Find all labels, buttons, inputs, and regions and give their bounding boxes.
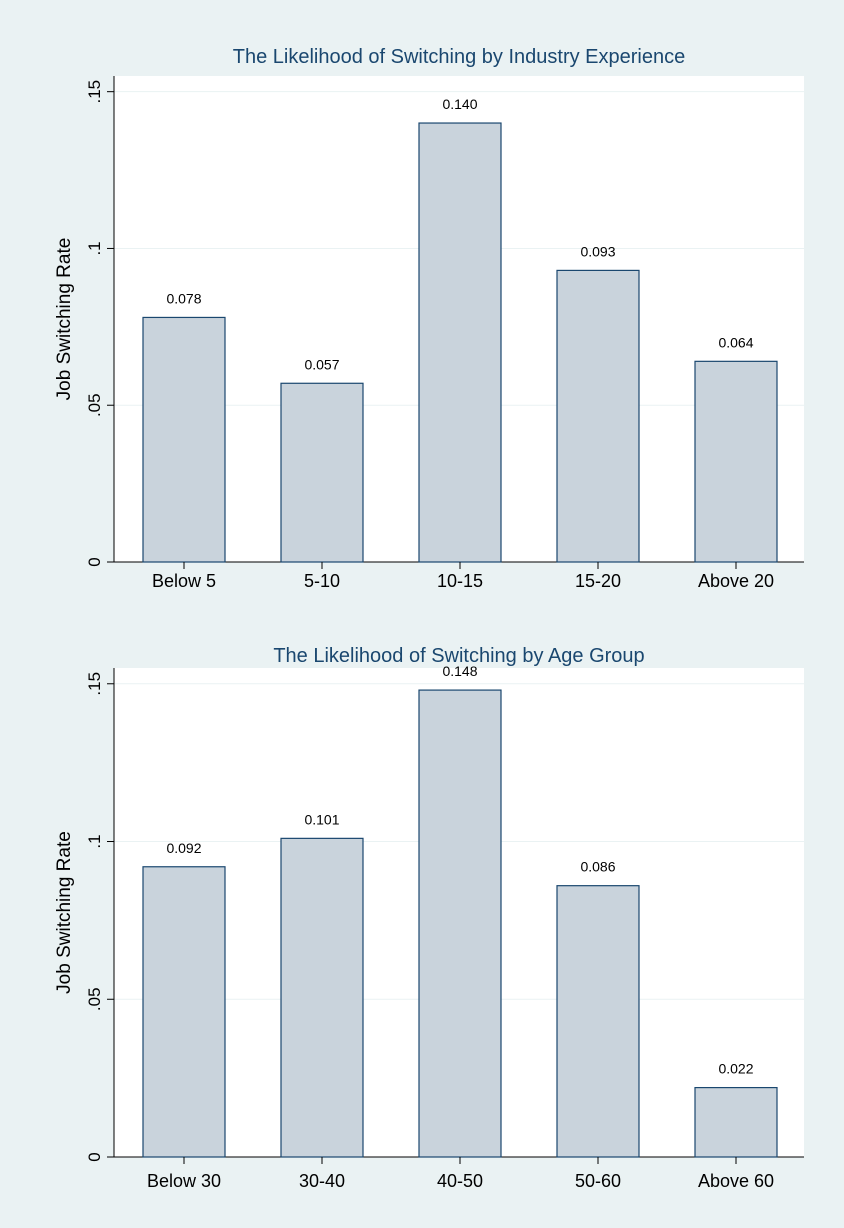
chart-title: The Likelihood of Switching by Age Group [273, 645, 644, 667]
x-category-label: 5-10 [304, 571, 340, 591]
bar-10-15 [418, 122, 502, 563]
bar-value-label: 0.092 [166, 840, 201, 856]
bar-above-20 [694, 360, 778, 563]
bar-value-label: 0.064 [718, 334, 753, 350]
y-tick-label: 0 [85, 1152, 104, 1161]
x-category-label: 30-40 [299, 1171, 345, 1191]
bar-value-label: 0.101 [304, 811, 339, 827]
y-axis-title: Job Switching Rate [54, 238, 75, 401]
y-tick-label: .15 [85, 672, 104, 696]
age-group-chart: The Likelihood of Switching by Age Group… [54, 645, 804, 1191]
industry-experience-chart: The Likelihood of Switching by Industry … [54, 46, 804, 591]
y-tick-label: 0 [85, 557, 104, 566]
bar-value-label: 0.057 [304, 356, 339, 372]
y-tick-label: .1 [85, 241, 104, 255]
chart-title: The Likelihood of Switching by Industry … [233, 46, 685, 68]
bar-40-50 [418, 689, 502, 1158]
bar-30-40 [280, 837, 364, 1158]
bar-value-label: 0.078 [166, 290, 201, 306]
y-tick-label: .1 [85, 834, 104, 848]
bar-50-60 [556, 885, 640, 1158]
bar-above-60 [694, 1086, 778, 1158]
x-category-label: Above 20 [698, 571, 774, 591]
x-category-label: Below 5 [152, 571, 216, 591]
bar-below-5 [142, 316, 226, 563]
y-tick-label: .15 [85, 80, 104, 104]
bar-below-30 [142, 866, 226, 1158]
bar-value-label: 0.148 [442, 663, 477, 679]
y-tick-label: .05 [85, 987, 104, 1011]
y-tick-label: .05 [85, 393, 104, 417]
bar-value-label: 0.140 [442, 96, 477, 112]
bar-value-label: 0.022 [718, 1061, 753, 1077]
x-category-label: 40-50 [437, 1171, 483, 1191]
bar-value-label: 0.093 [580, 243, 615, 259]
x-category-label: 50-60 [575, 1171, 621, 1191]
x-category-label: Below 30 [147, 1171, 221, 1191]
x-category-label: 15-20 [575, 571, 621, 591]
bar-15-20 [556, 269, 640, 563]
x-category-label: Above 60 [698, 1171, 774, 1191]
y-axis-title: Job Switching Rate [54, 831, 75, 994]
bar-value-label: 0.086 [580, 859, 615, 875]
x-category-label: 10-15 [437, 571, 483, 591]
bar-5-10 [280, 382, 364, 563]
